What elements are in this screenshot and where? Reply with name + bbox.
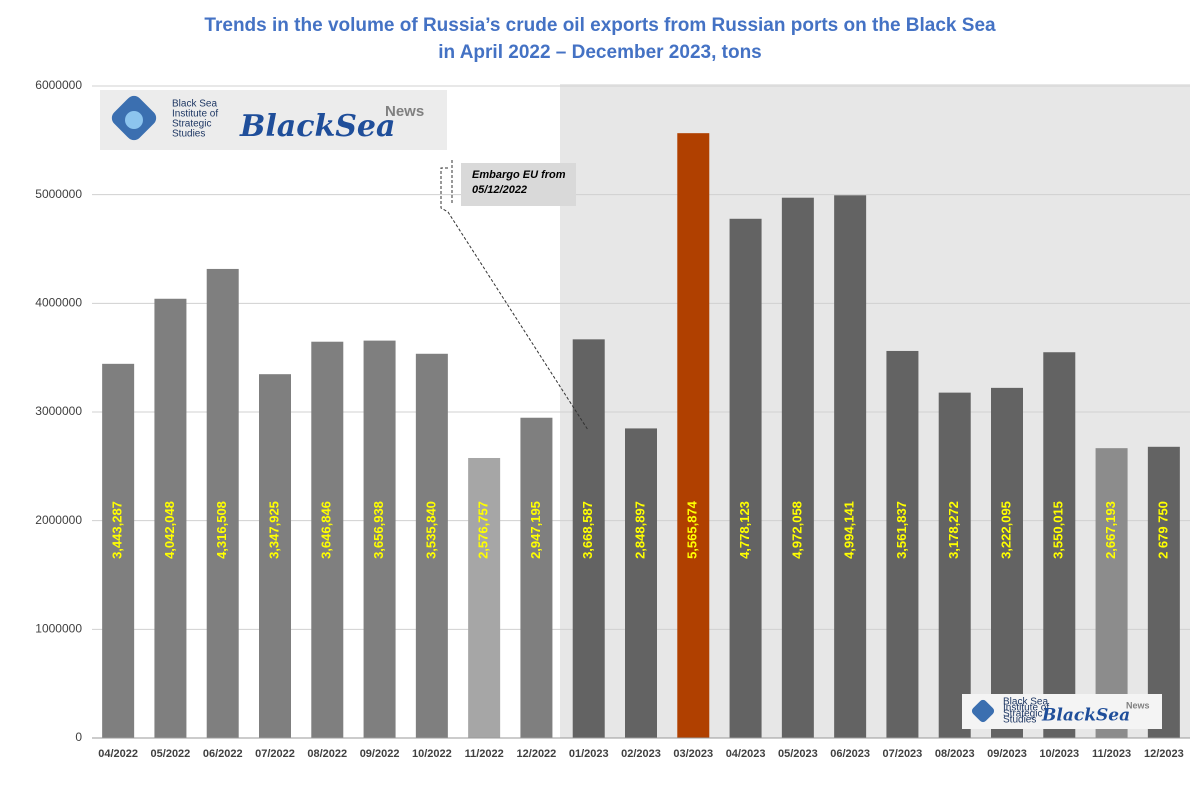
y-tick-label: 6000000 — [35, 78, 82, 92]
annotation-text: 05/12/2022 — [472, 184, 527, 196]
y-tick-label: 0 — [75, 730, 82, 744]
value-label: 3,668,587 — [580, 501, 595, 559]
bar — [102, 363, 135, 738]
x-tick-label: 03/2023 — [673, 748, 713, 760]
x-tick-label: 10/2023 — [1039, 748, 1079, 760]
bar — [520, 417, 553, 738]
bar — [572, 339, 605, 738]
bar — [468, 457, 501, 738]
x-tick-label: 04/2023 — [726, 748, 766, 760]
value-label: 4,778,123 — [737, 501, 752, 559]
x-tick-label: 11/2023 — [1092, 748, 1131, 760]
y-tick-label: 2000000 — [35, 513, 82, 527]
y-tick-label: 5000000 — [35, 187, 82, 201]
x-tick-label: 09/2023 — [987, 748, 1027, 760]
x-tick-label: 06/2022 — [203, 748, 243, 760]
annotation-text: Embargo EU from — [472, 169, 566, 181]
bar — [834, 195, 867, 738]
value-label: 4,994,141 — [842, 501, 857, 559]
logo-tag: News — [385, 103, 424, 120]
bar — [938, 392, 971, 738]
bar — [1043, 352, 1076, 738]
value-label: 3,535,840 — [423, 501, 438, 559]
bar — [781, 197, 814, 739]
logo-tag: News — [1126, 700, 1150, 710]
logo-brand: BlackSea — [239, 109, 395, 144]
bar — [363, 340, 396, 738]
y-tick-label: 3000000 — [35, 404, 82, 418]
x-tick-label: 07/2022 — [255, 748, 295, 760]
bar — [991, 387, 1023, 738]
logo-text: Institute of — [1003, 703, 1049, 714]
bar — [415, 353, 448, 738]
logo-icon — [125, 111, 143, 129]
value-label: 3,646,846 — [319, 501, 334, 559]
x-tick-label: 02/2023 — [621, 748, 661, 760]
x-tick-label: 08/2023 — [935, 748, 975, 760]
value-label: 2,576,757 — [476, 501, 491, 559]
x-tick-label: 05/2023 — [778, 748, 818, 760]
logo-box — [962, 694, 1162, 729]
value-label: 2,947,195 — [528, 501, 543, 559]
x-tick-label: 08/2022 — [307, 748, 347, 760]
bar — [259, 374, 291, 738]
value-label: 3,222,095 — [998, 501, 1013, 559]
value-label: 3,178,272 — [946, 501, 961, 559]
y-tick-label: 1000000 — [35, 622, 82, 636]
logo-text: Studies — [172, 129, 205, 140]
value-label: 4,972,058 — [789, 501, 804, 559]
x-tick-label: 01/2023 — [569, 748, 609, 760]
logo-icon — [971, 699, 995, 723]
value-label: 3,443,287 — [110, 501, 125, 559]
annotation-leader — [440, 160, 589, 431]
chart-title: Trends in the volume of Russia’s crude o… — [204, 15, 996, 36]
chart-subtitle: in April 2022 – December 2023, tons — [438, 42, 762, 63]
bars: 04/2022 3,443,287 05/2022 4,042,048 06/2022 4… — [98, 133, 1184, 760]
x-tick-label: 12/2023 — [1144, 748, 1184, 760]
x-tick-label: 07/2023 — [883, 748, 923, 760]
value-label: 3,550,015 — [1051, 501, 1066, 559]
x-tick-label: 04/2022 — [98, 748, 138, 760]
value-label: 4,042,048 — [162, 501, 177, 559]
x-tick-label: 06/2023 — [830, 748, 870, 760]
logo-text: Black Sea — [172, 99, 217, 110]
x-tick-label: 05/2022 — [151, 748, 191, 760]
logo-text: Strategic — [172, 119, 211, 130]
x-tick-label: 11/2022 — [465, 748, 504, 760]
x-tick-label: 10/2022 — [412, 748, 452, 760]
bar — [206, 268, 239, 738]
logo-text: Institute of — [172, 109, 218, 120]
logo-box — [100, 90, 447, 150]
value-label: 5,565,874 — [685, 500, 700, 559]
bar — [886, 350, 919, 738]
value-label: 3,561,837 — [894, 501, 909, 559]
bar — [1095, 448, 1128, 738]
logo-text: Studies — [1003, 715, 1036, 726]
bar — [677, 133, 710, 738]
value-label: 3,656,938 — [371, 501, 386, 559]
value-label: 4,316,508 — [214, 501, 229, 559]
x-tick-label: 09/2022 — [360, 748, 400, 760]
bar — [311, 341, 344, 738]
value-label: 2 679 750 — [1155, 501, 1170, 559]
annotation-box — [461, 163, 576, 206]
x-tick-label: 12/2022 — [517, 748, 557, 760]
bar — [1147, 446, 1180, 738]
bar — [729, 218, 762, 739]
value-label: 2,848,897 — [632, 501, 647, 559]
bar — [625, 428, 657, 738]
logo-text: Black Sea — [1003, 697, 1048, 708]
value-label: 3,347,925 — [266, 501, 281, 559]
logo-text: Strategic — [1003, 709, 1042, 720]
y-tick-label: 4000000 — [35, 296, 82, 310]
bar — [154, 298, 187, 738]
logo-brand: BlackSea — [1041, 706, 1130, 726]
value-label: 2,667,193 — [1103, 501, 1118, 559]
